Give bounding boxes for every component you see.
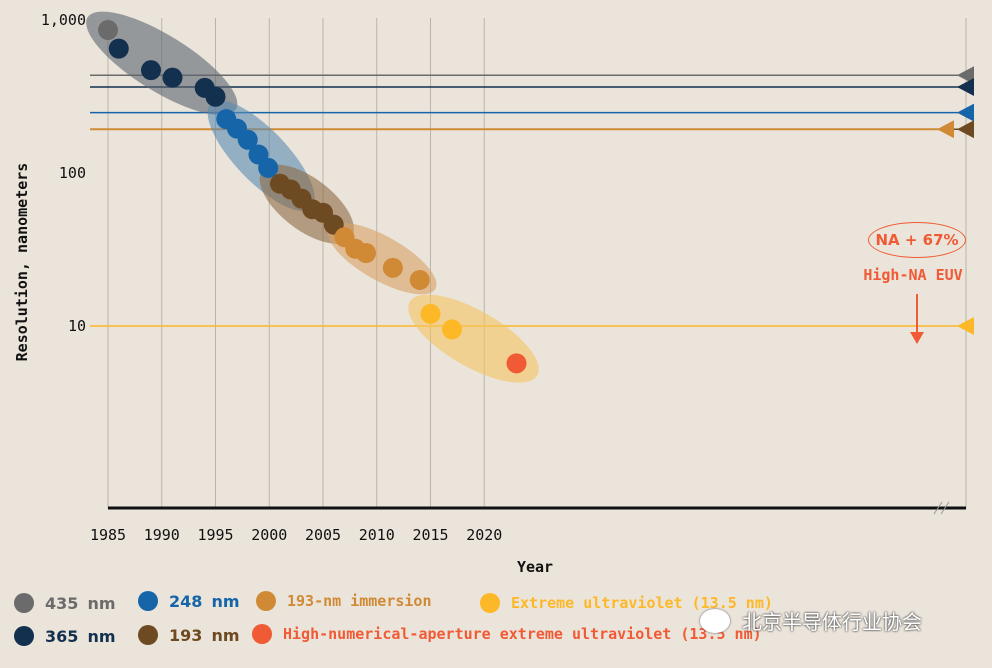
legend-item-365nm: 365 nm: [14, 623, 116, 649]
watermark: 北京半导体行业协会: [700, 606, 922, 635]
gridlines: [107, 18, 967, 508]
legend-label: High-numerical-aperture extreme ultravio…: [283, 625, 762, 643]
data-point-435-nm: [98, 20, 118, 41]
data-point-193-nm-immersion: [356, 243, 376, 264]
reference-arrow: [957, 120, 974, 139]
legend-label: 365: [45, 626, 79, 646]
high-na-arrow-head: [910, 332, 924, 344]
x-tick-label: 2015: [412, 526, 448, 544]
y-tick-label: 1,000: [41, 11, 86, 29]
reference-arrow: [957, 77, 974, 96]
legend-item-248nm: 248 nm: [138, 588, 240, 614]
legend-label: Extreme ultraviolet (13.5 nm): [511, 594, 773, 612]
x-tick-label: 2000: [251, 526, 287, 544]
legend-label: 248: [169, 591, 203, 611]
x-tick-label: 2005: [305, 526, 341, 544]
legend-dot-435nm: [14, 593, 34, 613]
legend: 435 nm 248 nm 193-nm immersion Extreme u…: [14, 588, 974, 658]
data-point-193-nm-immersion: [409, 269, 430, 290]
band-euv: [408, 294, 539, 383]
data-point-365-nm: [108, 38, 129, 59]
legend-dot-193-immersion: [256, 591, 276, 611]
watermark-text: 北京半导体行业协会: [742, 610, 922, 634]
legend-dot-248nm: [138, 591, 158, 611]
reference-arrow: [957, 103, 974, 122]
data-point-365-nm: [141, 60, 161, 81]
legend-item-435nm: 435 nm: [14, 590, 116, 616]
legend-label: 193: [169, 625, 203, 645]
na-badge: NA + 67%: [868, 222, 966, 258]
legend-unit: nm: [211, 625, 240, 645]
legend-label: 193-nm immersion: [287, 592, 432, 610]
legend-unit: nm: [87, 593, 116, 613]
reference-arrow: [957, 317, 974, 335]
legend-dot-euv: [480, 593, 500, 613]
x-tick-label: 2020: [466, 526, 502, 544]
data-point-193-nm-immersion: [382, 257, 403, 278]
y-tick-label: 100: [59, 164, 86, 182]
legend-item-euv: Extreme ultraviolet (13.5 nm): [480, 590, 773, 616]
x-tick-label: 1985: [90, 526, 126, 544]
legend-dot-193nm: [138, 625, 158, 645]
data-point-365-nm: [162, 67, 183, 88]
data-points: [98, 20, 527, 374]
legend-label: 435: [45, 593, 79, 613]
reference-arrow-193-immersion: [937, 120, 954, 139]
legend-unit: nm: [211, 591, 240, 611]
data-point-high-numerical-aperture-extreme-ultraviolet-13-5-nm-: [506, 353, 527, 374]
data-point-248-nm: [237, 129, 258, 150]
y-axis-label: Resolution, nanometers: [13, 163, 31, 362]
legend-item-high-na-euv: High-numerical-aperture extreme ultravio…: [252, 621, 762, 647]
legend-item-193-immersion: 193-nm immersion: [256, 588, 432, 614]
data-point-extreme-ultraviolet-13-5-nm-: [420, 303, 441, 324]
x-tick-label: 1995: [197, 526, 233, 544]
legend-item-193nm: 193 nm: [138, 622, 240, 648]
axis-break-mark: [933, 501, 950, 515]
high-na-euv-label: High-NA EUV: [863, 266, 963, 284]
legend-dot-365nm: [14, 626, 34, 646]
x-tick-label: 1990: [144, 526, 180, 544]
data-point-extreme-ultraviolet-13-5-nm-: [442, 319, 462, 340]
reference-arrow: [957, 66, 974, 85]
y-tick-label: 10: [68, 317, 86, 335]
legend-dot-high-na-euv: [252, 624, 272, 644]
legend-unit: nm: [87, 626, 116, 646]
data-point-248-nm: [258, 157, 279, 178]
wechat-logo-icon: [700, 608, 730, 633]
x-axis-label: Year: [517, 558, 553, 576]
tick-labels: 1985 1990 1995 2000 2005 2010 2015 2020 1,000 100…: [41, 11, 502, 544]
data-point-365-nm: [205, 86, 226, 107]
x-tick-label: 2010: [359, 526, 395, 544]
